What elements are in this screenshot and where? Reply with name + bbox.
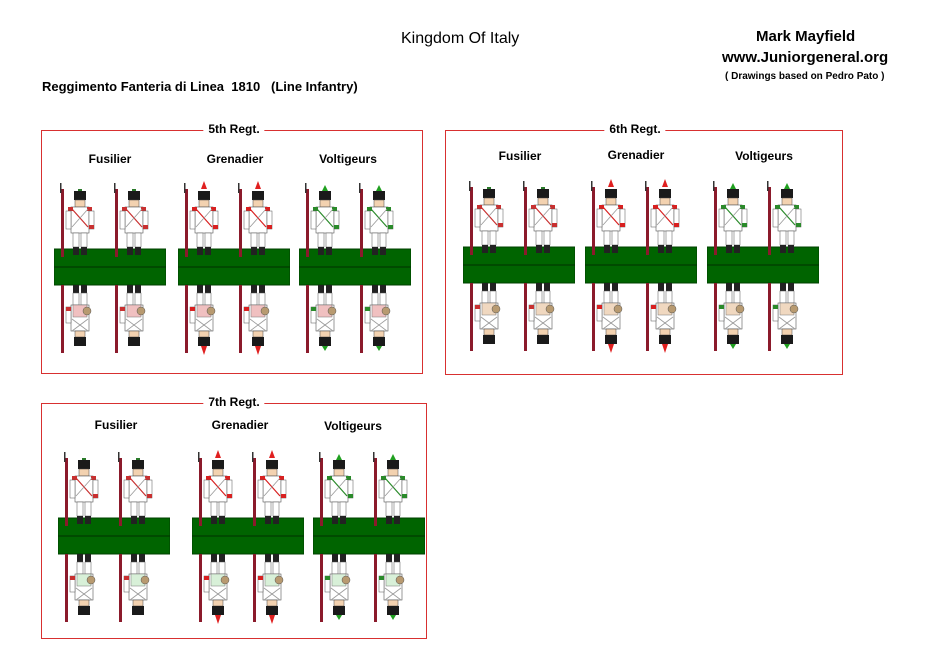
grenadier-back-figure bbox=[253, 554, 284, 624]
sheet-subtitle: Reggimento Fanteria di Linea 1810 (Line … bbox=[42, 79, 358, 94]
column-label-fusilier: Fusilier bbox=[88, 152, 132, 166]
column-label-grenadier: Grenadier bbox=[211, 418, 269, 432]
voltigeur-back-figure bbox=[714, 283, 745, 351]
grenadier-front-figure bbox=[198, 450, 233, 526]
column-label-voltigeurs: Voltigeurs bbox=[735, 149, 793, 163]
column-label-grenadier: Grenadier bbox=[607, 148, 665, 162]
regiment-title: 6th Regt. bbox=[604, 122, 666, 136]
fusilier-front-figure bbox=[60, 183, 95, 257]
grenadier-back-figure bbox=[185, 285, 216, 355]
figure-drawing bbox=[585, 179, 697, 353]
figure-drawing bbox=[313, 452, 425, 622]
voltigeur-figure-group bbox=[299, 179, 411, 359]
grenadier-back-figure bbox=[592, 283, 623, 353]
voltigeur-figure-group bbox=[707, 177, 819, 357]
regiment-panel-5th: 5th Regt. Fusilier Grenadier Voltigeurs bbox=[41, 122, 423, 374]
figure-drawing bbox=[178, 181, 290, 355]
grenadier-front-figure bbox=[184, 181, 219, 257]
grenadier-figure-group bbox=[585, 173, 697, 357]
fusilier-figure-group bbox=[58, 448, 170, 628]
figure-drawing bbox=[299, 183, 411, 353]
fusilier-back-figure bbox=[524, 283, 555, 351]
voltigeur-back-figure bbox=[768, 283, 799, 351]
column-label-fusilier: Fusilier bbox=[94, 418, 138, 432]
regiment-title: 7th Regt. bbox=[203, 395, 265, 409]
fusilier-front-figure bbox=[118, 452, 153, 526]
voltigeur-front-figure bbox=[319, 452, 354, 526]
grenadier-front-figure bbox=[252, 450, 287, 526]
voltigeur-back-figure bbox=[360, 285, 391, 353]
fusilier-front-figure bbox=[64, 452, 99, 526]
fusilier-back-figure bbox=[65, 554, 96, 622]
figure-drawing bbox=[463, 181, 575, 351]
grenadier-figure-group bbox=[178, 175, 290, 359]
voltigeur-back-figure bbox=[306, 285, 337, 353]
column-label-fusilier: Fusilier bbox=[498, 149, 542, 163]
figure-drawing bbox=[58, 452, 170, 622]
fusilier-front-figure bbox=[523, 181, 558, 255]
voltigeur-front-figure bbox=[359, 183, 394, 257]
credit-note: ( Drawings based on Pedro Pato ) bbox=[725, 71, 885, 82]
grenadier-back-figure bbox=[646, 283, 677, 353]
grenadier-front-figure bbox=[238, 181, 273, 257]
figure-drawing bbox=[707, 181, 819, 351]
regiment-panel-7th: 7th Regt. Fusilier Grenadier Voltigeurs bbox=[41, 395, 427, 639]
grenadier-front-figure bbox=[645, 179, 680, 255]
column-label-voltigeurs: Voltigeurs bbox=[319, 152, 377, 166]
fusilier-back-figure bbox=[115, 285, 146, 353]
grenadier-back-figure bbox=[239, 285, 270, 355]
fusilier-back-figure bbox=[470, 283, 501, 351]
voltigeur-figure-group bbox=[313, 448, 425, 628]
fusilier-front-figure bbox=[114, 183, 149, 257]
voltigeur-front-figure bbox=[767, 181, 802, 255]
grenadier-front-figure bbox=[591, 179, 626, 255]
regiment-panel-6th: 6th Regt. Fusilier Grenadier Voltigeurs bbox=[445, 122, 843, 375]
grenadier-back-figure bbox=[199, 554, 230, 624]
figure-drawing bbox=[54, 183, 166, 353]
author-name: Mark Mayfield bbox=[756, 28, 856, 45]
regiment-title: 5th Regt. bbox=[203, 122, 265, 136]
fusilier-figure-group bbox=[463, 177, 575, 357]
column-label-voltigeurs: Voltigeurs bbox=[324, 419, 382, 433]
fusilier-front-figure bbox=[469, 181, 504, 255]
grenadier-figure-group bbox=[192, 444, 304, 628]
voltigeur-back-figure bbox=[374, 554, 405, 622]
website-link[interactable]: www.Juniorgeneral.org bbox=[722, 49, 889, 66]
voltigeur-back-figure bbox=[320, 554, 351, 622]
fusilier-figure-group bbox=[54, 179, 166, 359]
fusilier-back-figure bbox=[119, 554, 150, 622]
voltigeur-front-figure bbox=[305, 183, 340, 257]
column-label-grenadier: Grenadier bbox=[206, 152, 264, 166]
voltigeur-front-figure bbox=[373, 452, 408, 526]
page-title: Kingdom Of Italy bbox=[401, 30, 520, 47]
fusilier-back-figure bbox=[61, 285, 92, 353]
figure-drawing bbox=[192, 450, 304, 624]
voltigeur-front-figure bbox=[713, 181, 748, 255]
